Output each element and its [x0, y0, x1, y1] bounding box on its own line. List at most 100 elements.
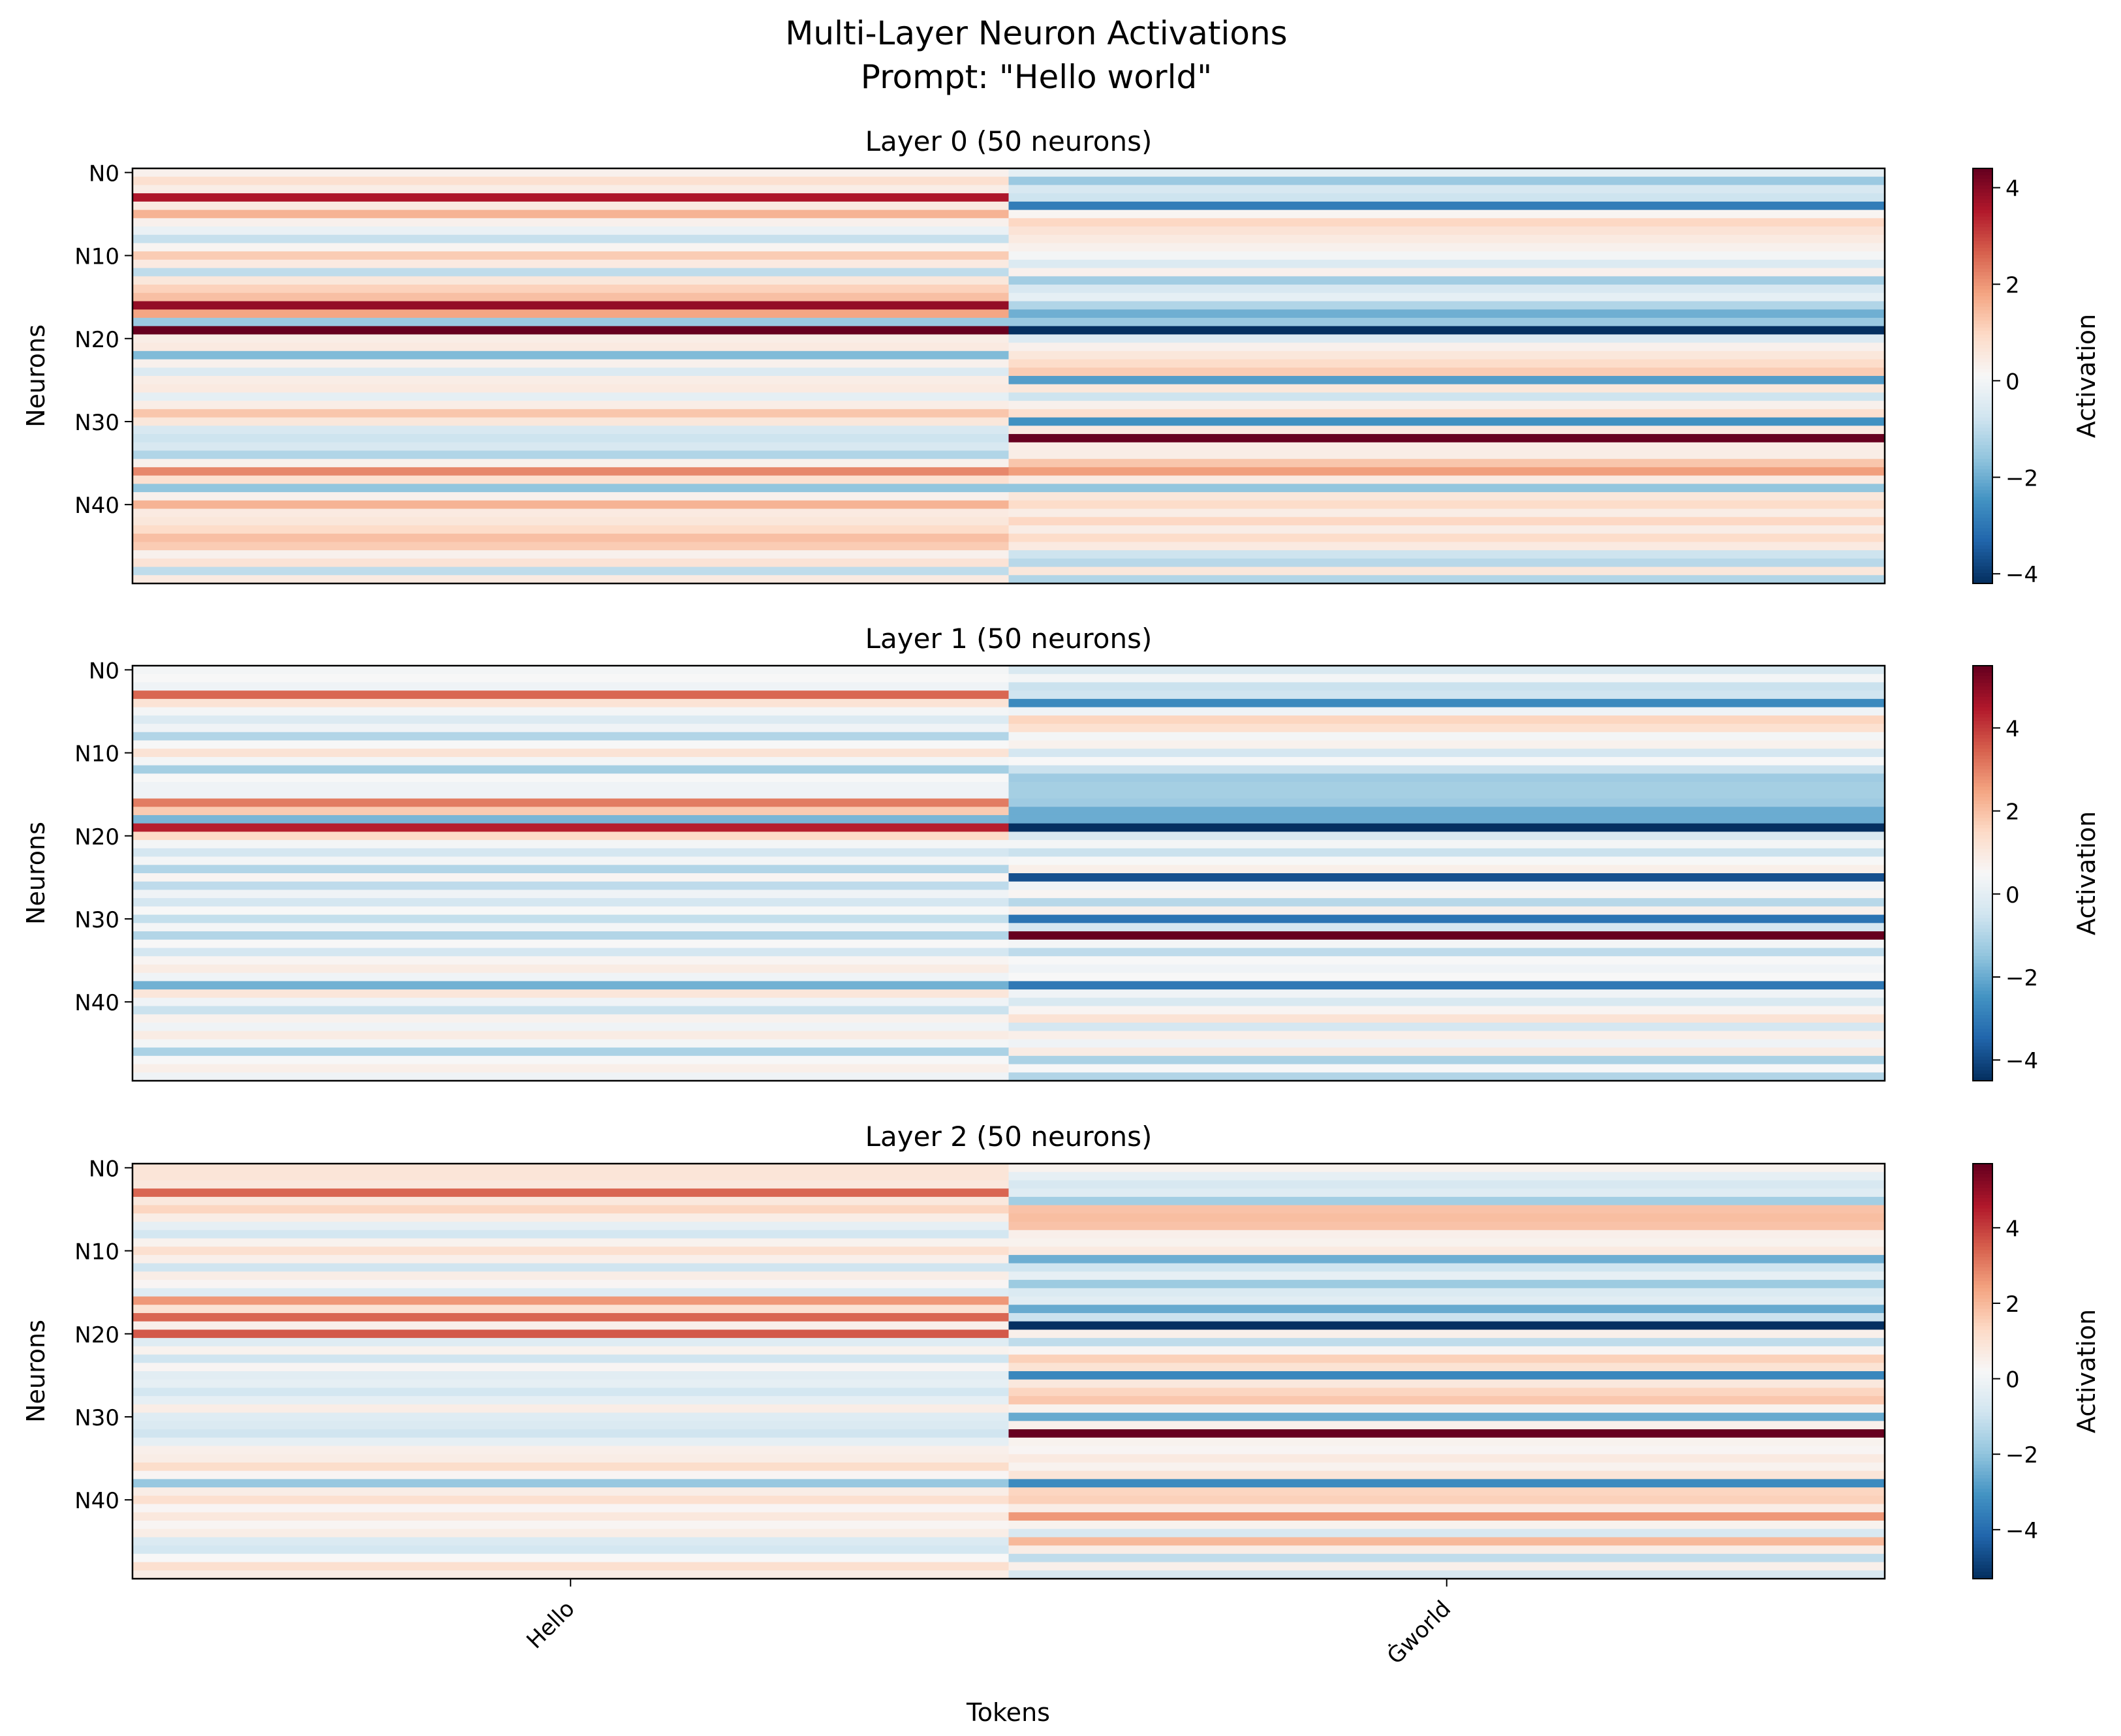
colorbar-swatch [1973, 175, 1992, 179]
heatmap-cell [1008, 1329, 1885, 1339]
heatmap-cell [1008, 756, 1885, 766]
colorbar-swatch [1973, 696, 1992, 701]
heatmap-cell [132, 931, 1010, 940]
heatmap-cell [132, 997, 1010, 1007]
colorbar-swatch [1973, 1281, 1992, 1286]
heatmap-cell [132, 1247, 1010, 1256]
colorbar-swatch [1973, 1167, 1992, 1171]
colorbar-swatch [1973, 769, 1992, 774]
heatmap-cell [1008, 1421, 1885, 1430]
colorbar-swatch [1973, 435, 1992, 439]
colorbar-swatch [1973, 213, 1992, 217]
colorbar-swatch [1973, 997, 1992, 1002]
heatmap-cell [1008, 401, 1885, 410]
heatmap-cell [132, 434, 1010, 443]
heatmap-cell [132, 724, 1010, 733]
heatmap-cell [1008, 831, 1885, 841]
colorbar-swatch [1973, 1032, 1992, 1036]
colorbar-swatch [1973, 1267, 1992, 1272]
chart-title-line2: Prompt: "Hello world" [861, 58, 1212, 96]
colorbar-swatch [1973, 1212, 1992, 1217]
heatmap-cell [132, 782, 1010, 791]
heatmap-cell [132, 566, 1010, 576]
colorbar-swatch [1973, 1430, 1992, 1434]
colorbar-swatch [1973, 1222, 1992, 1227]
heatmap-cell [132, 343, 1010, 352]
colorbar-swatch [1973, 1513, 1992, 1517]
colorbar-tick-label: 0 [2005, 369, 2020, 395]
heatmap-cell [132, 798, 1010, 807]
colorbar-swatch [1973, 1516, 1992, 1521]
heatmap-cell [1008, 1429, 1885, 1438]
colorbar-swatch [1973, 845, 1992, 850]
heatmap-cell [1008, 226, 1885, 236]
colorbar-swatch [1973, 721, 1992, 725]
heatmap-cell [1008, 964, 1885, 974]
heatmap-cell [132, 790, 1010, 799]
panel-title: Layer 1 (50 neurons) [865, 623, 1153, 655]
heatmap-cell [1008, 193, 1885, 202]
colorbar-tick-label: 2 [2005, 272, 2020, 298]
colorbar-swatch [1973, 563, 1992, 567]
heatmap-cell [1008, 1545, 1885, 1555]
colorbar-swatch [1973, 462, 1992, 467]
heatmap-cell [1008, 409, 1885, 418]
colorbar-swatch [1973, 994, 1992, 999]
colorbar-swatch [1973, 483, 1992, 488]
heatmap-cell [1008, 682, 1885, 691]
heatmap-cell [1008, 1520, 1885, 1530]
colorbar-swatch [1973, 303, 1992, 307]
heatmap-cell [1008, 475, 1885, 484]
colorbar-swatch [1973, 1433, 1992, 1438]
heatmap-cell [1008, 508, 1885, 518]
heatmap-cell [132, 1014, 1010, 1023]
heatmap-cell [1008, 914, 1885, 923]
colorbar-swatch [1973, 932, 1992, 937]
heatmap-cell [132, 268, 1010, 277]
colorbar-swatch [1973, 1173, 1992, 1178]
colorbar-swatch [1973, 1447, 1992, 1451]
colorbar-swatch [1973, 1337, 1992, 1341]
heatmap-cell [1008, 715, 1885, 724]
heatmap-cell [1008, 773, 1885, 783]
heatmap-cell [1008, 209, 1885, 219]
heatmap-cell [132, 773, 1010, 783]
heatmap-cell [132, 508, 1010, 518]
heatmap-cell [132, 1296, 1010, 1305]
colorbar: −4 −2 0 2 4 Activation [1972, 665, 2101, 1081]
heatmap-cell [132, 1553, 1010, 1563]
colorbar-swatch [1973, 828, 1992, 833]
colorbar-swatch [1973, 411, 1992, 415]
colorbar-swatch [1973, 1572, 1992, 1576]
colorbar-swatch [1973, 438, 1992, 442]
colorbar-swatch [1973, 452, 1992, 456]
colorbar-swatch [1973, 365, 1992, 370]
heatmap-cell [132, 1562, 1010, 1571]
colorbar-swatch [1973, 497, 1992, 501]
colorbar-swatch [1973, 1523, 1992, 1528]
colorbar-swatch [1973, 1412, 1992, 1417]
colorbar-swatch [1973, 445, 1992, 450]
colorbar-swatch [1973, 168, 1992, 173]
heatmap-cell [132, 840, 1010, 849]
heatmap-cell [132, 442, 1010, 452]
colorbar-swatch [1973, 1461, 1992, 1465]
colorbar-swatch [1973, 379, 1992, 384]
colorbar-swatch [1973, 1277, 1992, 1282]
heatmap-cell [132, 765, 1010, 774]
heatmap-cell [1008, 218, 1885, 227]
heatmap-cell [1008, 1504, 1885, 1513]
colorbar-swatch [1973, 424, 1992, 429]
heatmap-cell [1008, 285, 1885, 294]
heatmap-cell [132, 1528, 1010, 1538]
heatmap-cell [132, 1254, 1010, 1264]
colorbar-swatch [1973, 459, 1992, 463]
colorbar-swatch [1973, 1322, 1992, 1327]
heatmap-cell [132, 1429, 1010, 1438]
colorbar-swatch [1973, 396, 1992, 401]
colorbar-swatch [1973, 400, 1992, 405]
heatmap-cell [1008, 542, 1885, 551]
heatmap-cell [132, 384, 1010, 394]
colorbar-swatch [1973, 217, 1992, 221]
colorbar-swatch [1973, 693, 1992, 698]
